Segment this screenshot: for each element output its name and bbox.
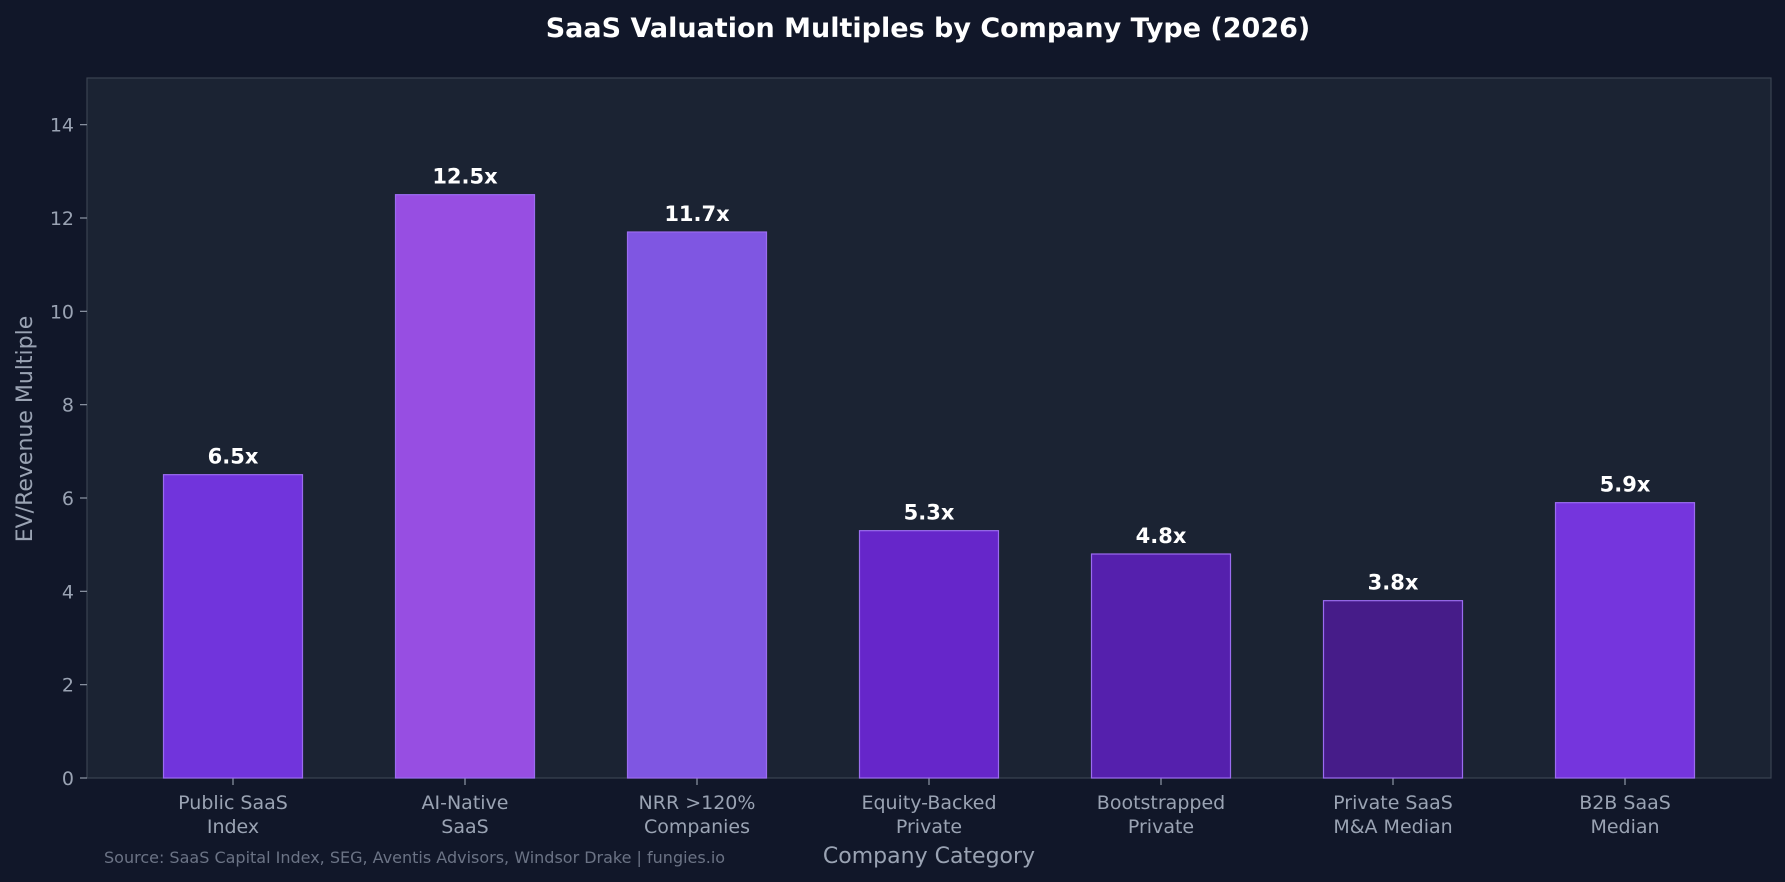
bar [162,474,304,779]
x-tick-label: Index [207,816,259,838]
bar-value-label: 11.7x [664,202,730,226]
x-axis-label: Company Category [823,844,1035,869]
bar-value-label: 5.9x [1600,473,1651,497]
bar-value-label: 3.8x [1368,571,1419,595]
x-tick-label: NRR >120% [639,792,756,814]
x-tick-label: Private SaaS [1333,792,1453,814]
bar-value-label: 6.5x [208,445,259,469]
source-note: Source: SaaS Capital Index, SEG, Aventis… [104,848,725,867]
y-tick-label: 10 [50,301,74,323]
bar [1554,502,1696,779]
x-tick-label: Private [1128,816,1194,838]
x-tick-label: Equity-Backed [861,792,996,814]
y-axis-label: EV/Revenue Multiple [13,316,38,543]
y-tick-label: 2 [62,675,74,697]
y-tick-label: 12 [50,208,74,230]
x-tick-label: Companies [644,816,750,838]
bar-value-label: 12.5x [432,165,498,189]
bar [394,194,536,779]
x-tick-label: AI-Native [422,792,509,814]
y-tick-label: 0 [62,768,74,790]
x-tick-label: SaaS [441,816,488,838]
chart-title: SaaS Valuation Multiples by Company Type… [546,13,1311,44]
y-axis: 0 2 4 6 8 10 12 14 [50,115,87,790]
bar [1322,600,1464,779]
x-tick-label: Private [896,816,962,838]
bar-value-label: 5.3x [904,501,955,525]
bar [858,530,1000,779]
x-tick-label: Bootstrapped [1097,792,1225,814]
y-tick-label: 4 [62,581,74,603]
y-tick-label: 14 [50,115,74,137]
x-tick-label: B2B SaaS [1579,792,1671,814]
bar [1090,553,1232,779]
bars [162,194,1696,779]
value-labels: 6.5x 12.5x 11.7x 5.3x 4.8x 3.8x 5.9x [208,165,1651,595]
bar [626,231,768,779]
x-tick-label: Public SaaS [178,792,288,814]
y-tick-label: 8 [62,395,74,417]
x-tick-label: M&A Median [1333,816,1452,838]
x-tick-label: Median [1590,816,1659,838]
y-tick-label: 6 [62,488,74,510]
bar-value-label: 4.8x [1136,524,1187,548]
